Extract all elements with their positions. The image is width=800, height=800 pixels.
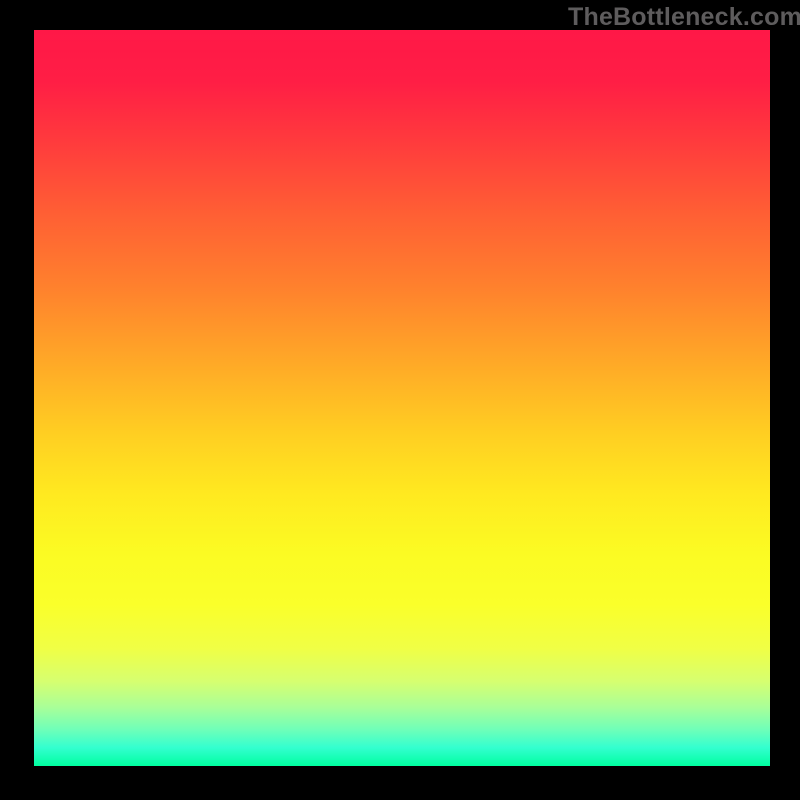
chart-container: TheBottleneck.com: [0, 0, 800, 800]
plot-area: [34, 30, 770, 766]
background-gradient: [34, 30, 770, 766]
watermark-label: TheBottleneck.com: [568, 3, 800, 32]
